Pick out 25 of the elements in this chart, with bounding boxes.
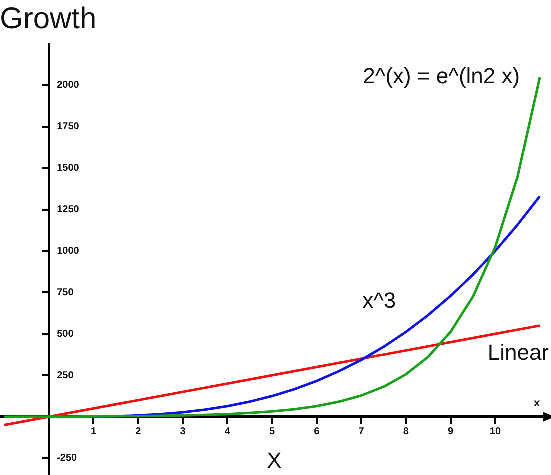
x-tick-label: 10 (490, 426, 502, 438)
x-tick-label: 3 (180, 426, 186, 438)
y-tick-label: 1250 (57, 204, 80, 216)
y-tick-label: 2000 (57, 80, 80, 92)
y-tick-label: 750 (57, 287, 74, 298)
x-tick-label: 1 (90, 426, 97, 438)
x-tick-label: 4 (224, 426, 231, 438)
x-tick-label: 5 (269, 426, 276, 438)
annotation: x (534, 398, 541, 410)
x-axis-title: X (267, 448, 282, 474)
y-tick-label: 1500 (57, 163, 80, 174)
y-tick-label: 1000 (57, 246, 80, 257)
series-label: x^3 (362, 288, 396, 314)
series-label: 2^(x) = e^(ln2 x) (363, 64, 520, 89)
y-tick-label: 250 (57, 370, 74, 382)
x-tick-label: 8 (403, 426, 410, 438)
y-tick-label: 500 (57, 328, 74, 340)
y-tick-label: 1750 (57, 122, 80, 133)
x-tick-label: 6 (314, 426, 320, 438)
x-tick-label: 2 (136, 426, 142, 438)
series-label: Linear (488, 340, 549, 365)
y-tick-label: -250 (57, 453, 78, 464)
chart-title: Growth (0, 2, 97, 36)
x-tick-label: 9 (448, 426, 454, 438)
x-tick-label: 7 (358, 426, 365, 438)
